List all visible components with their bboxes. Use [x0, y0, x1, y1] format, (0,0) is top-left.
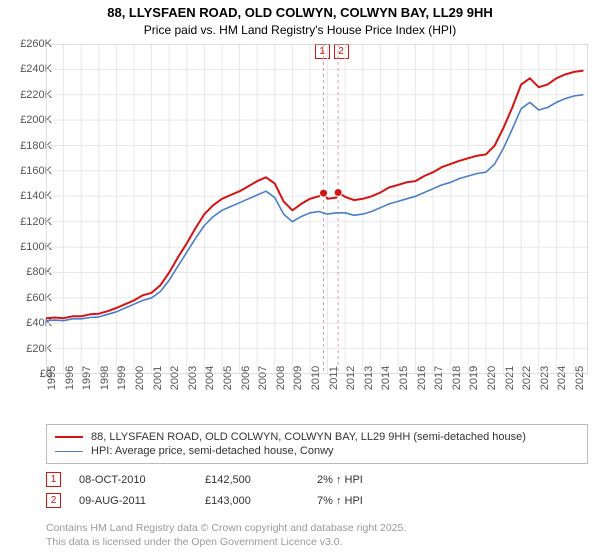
legend-swatch-property — [55, 436, 83, 438]
legend-box: 88, LLYSFAEN ROAD, OLD COLWYN, COLWYN BA… — [46, 424, 588, 464]
event-date-1: 08-OCT-2010 — [79, 474, 205, 486]
event-number-1-icon: 1 — [46, 472, 61, 487]
legend-row-property: 88, LLYSFAEN ROAD, OLD COLWYN, COLWYN BA… — [55, 431, 579, 443]
event-date-2: 09-AUG-2011 — [79, 495, 205, 507]
event-diff-1: 2% ↑ HPI — [317, 474, 363, 486]
chart-title: 88, LLYSFAEN ROAD, OLD COLWYN, COLWYN BA… — [0, 0, 600, 38]
legend-row-hpi: HPI: Average price, semi-detached house,… — [55, 445, 579, 457]
event-table: 1 08-OCT-2010 £142,500 2% ↑ HPI 2 09-AUG… — [46, 472, 588, 514]
event-row-1: 1 08-OCT-2010 £142,500 2% ↑ HPI — [46, 472, 588, 487]
attribution: Contains HM Land Registry data © Crown c… — [46, 522, 588, 549]
event-diff-2: 7% ↑ HPI — [317, 495, 363, 507]
attribution-line1: Contains HM Land Registry data © Crown c… — [46, 522, 588, 536]
title-line1: 88, LLYSFAEN ROAD, OLD COLWYN, COLWYN BA… — [0, 4, 600, 22]
event-row-2: 2 09-AUG-2011 £143,000 7% ↑ HPI — [46, 493, 588, 508]
legend-swatch-hpi — [55, 451, 83, 452]
attribution-line2: This data is licensed under the Open Gov… — [46, 536, 588, 550]
title-line2: Price paid vs. HM Land Registry's House … — [0, 22, 600, 38]
event-number-2-icon: 2 — [46, 493, 61, 508]
chart-container: { "title": { "line1": "88, LLYSFAEN ROAD… — [0, 0, 600, 560]
line-chart-svg — [46, 44, 588, 374]
legend-label-hpi: HPI: Average price, semi-detached house,… — [91, 445, 334, 457]
chart-area — [46, 44, 588, 374]
legend-label-property: 88, LLYSFAEN ROAD, OLD COLWYN, COLWYN BA… — [91, 431, 526, 443]
event-price-2: £143,000 — [205, 495, 317, 507]
event-price-1: £142,500 — [205, 474, 317, 486]
